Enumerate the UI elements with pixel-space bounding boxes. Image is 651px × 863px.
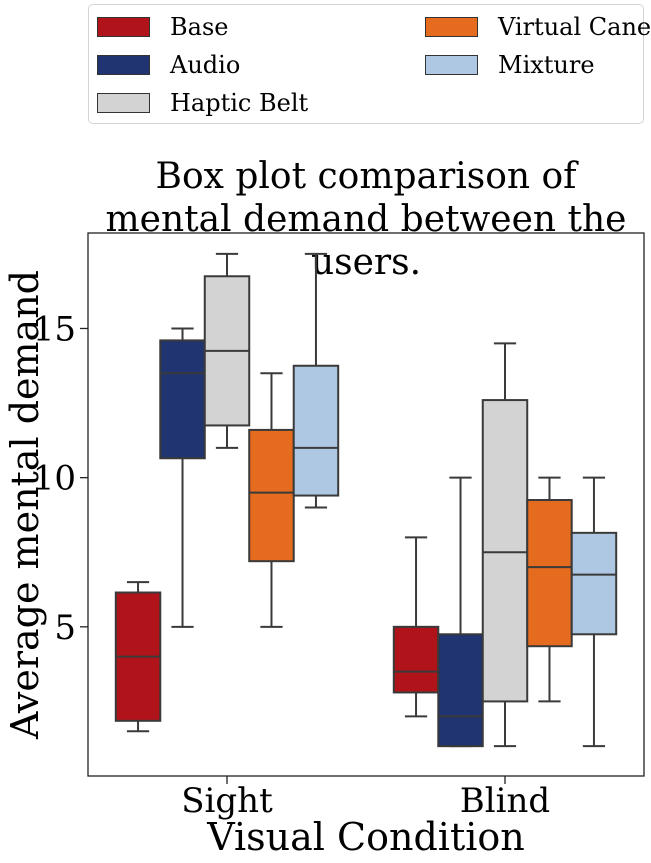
legend-item-haptic-belt: Haptic Belt <box>97 88 308 118</box>
legend-label-virtual-cane: Virtual Cane <box>498 13 651 41</box>
chart-title-line-1: Box plot comparison of <box>155 156 577 197</box>
x-tick-label-blind: Blind <box>460 781 550 821</box>
box-mixture-blind <box>570 531 618 636</box>
legend-swatch-virtual-cane <box>425 17 478 37</box>
legend-label-base: Base <box>170 13 229 41</box>
legend-label-haptic-belt: Haptic Belt <box>170 89 309 117</box>
box-base-blind <box>392 625 440 694</box>
box-virtual-cane-sight <box>248 428 295 563</box>
legend: Base Audio Haptic Belt Virtual Cane Mixt… <box>88 4 651 124</box>
x-tick-label-sight: Sight <box>181 781 273 821</box>
legend-label-audio: Audio <box>170 51 241 79</box>
y-tick-label-5: 5 <box>54 608 76 648</box>
x-axis-label: Visual Condition <box>206 815 524 859</box>
legend-item-virtual-cane: Virtual Cane <box>425 12 651 42</box>
plot-frame <box>87 232 645 777</box>
legend-swatch-mixture <box>425 55 478 75</box>
legend-swatch-audio <box>97 55 150 75</box>
legend-item-mixture: Mixture <box>425 50 595 80</box>
legend-swatch-haptic-belt <box>97 93 150 113</box>
legend-item-base: Base <box>97 12 228 42</box>
legend-swatch-base <box>97 17 150 37</box>
y-tick-label-15: 15 <box>33 309 76 349</box>
box-mixture-sight <box>292 364 340 497</box>
box-haptic-belt-blind <box>481 399 529 703</box>
box-audio-sight <box>159 339 206 460</box>
box-audio-blind <box>437 633 484 748</box>
y-tick-label-10: 10 <box>33 459 76 499</box>
legend-item-audio: Audio <box>97 50 240 80</box>
box-virtual-cane-blind <box>526 499 573 648</box>
legend-label-mixture: Mixture <box>498 51 595 79</box>
y-axis-label: Average mental demand <box>3 270 47 740</box>
